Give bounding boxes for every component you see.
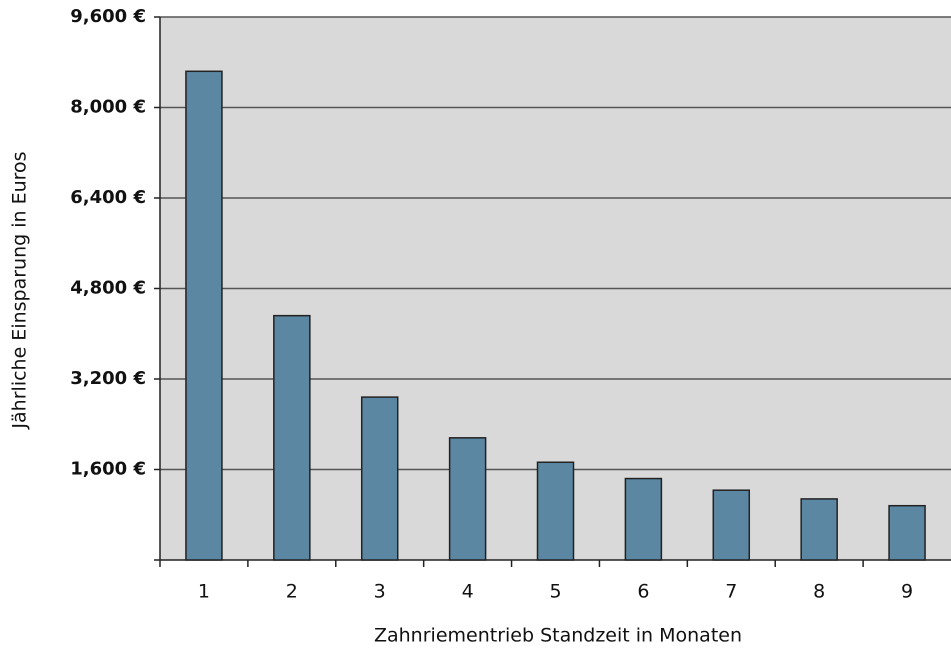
y-tick-label: 3,200 € xyxy=(70,368,146,389)
y-axis-label: Jährliche Einsparung in Euros xyxy=(9,151,31,429)
x-tick-label: 1 xyxy=(198,581,210,603)
bar xyxy=(185,70,223,561)
y-tick-label: 4,800 € xyxy=(70,278,146,299)
bar xyxy=(624,477,663,561)
x-tick-label: 5 xyxy=(549,581,561,603)
x-tick-label: 9 xyxy=(901,581,913,603)
x-tick-label: 7 xyxy=(725,581,737,603)
x-tick-label: 3 xyxy=(374,581,386,603)
x-tick-label: 2 xyxy=(286,581,298,603)
y-tick-label: 6,400 € xyxy=(70,187,146,208)
x-tick-label: 6 xyxy=(637,581,649,603)
x-tick-label: 4 xyxy=(462,581,474,603)
bar xyxy=(273,314,311,561)
bar xyxy=(360,396,399,561)
x-axis-label: Zahnriementrieb Standzeit in Monaten xyxy=(374,625,742,647)
y-tick-label: 1,600 € xyxy=(70,459,146,480)
x-tick-label: 8 xyxy=(813,581,825,603)
y-tick-label: 8,000 € xyxy=(70,97,146,118)
bar xyxy=(712,489,751,561)
bar xyxy=(536,461,575,561)
bar xyxy=(448,437,487,561)
y-tick-label: 9,600 € xyxy=(70,6,146,27)
bar xyxy=(800,498,838,561)
bar xyxy=(888,504,926,561)
